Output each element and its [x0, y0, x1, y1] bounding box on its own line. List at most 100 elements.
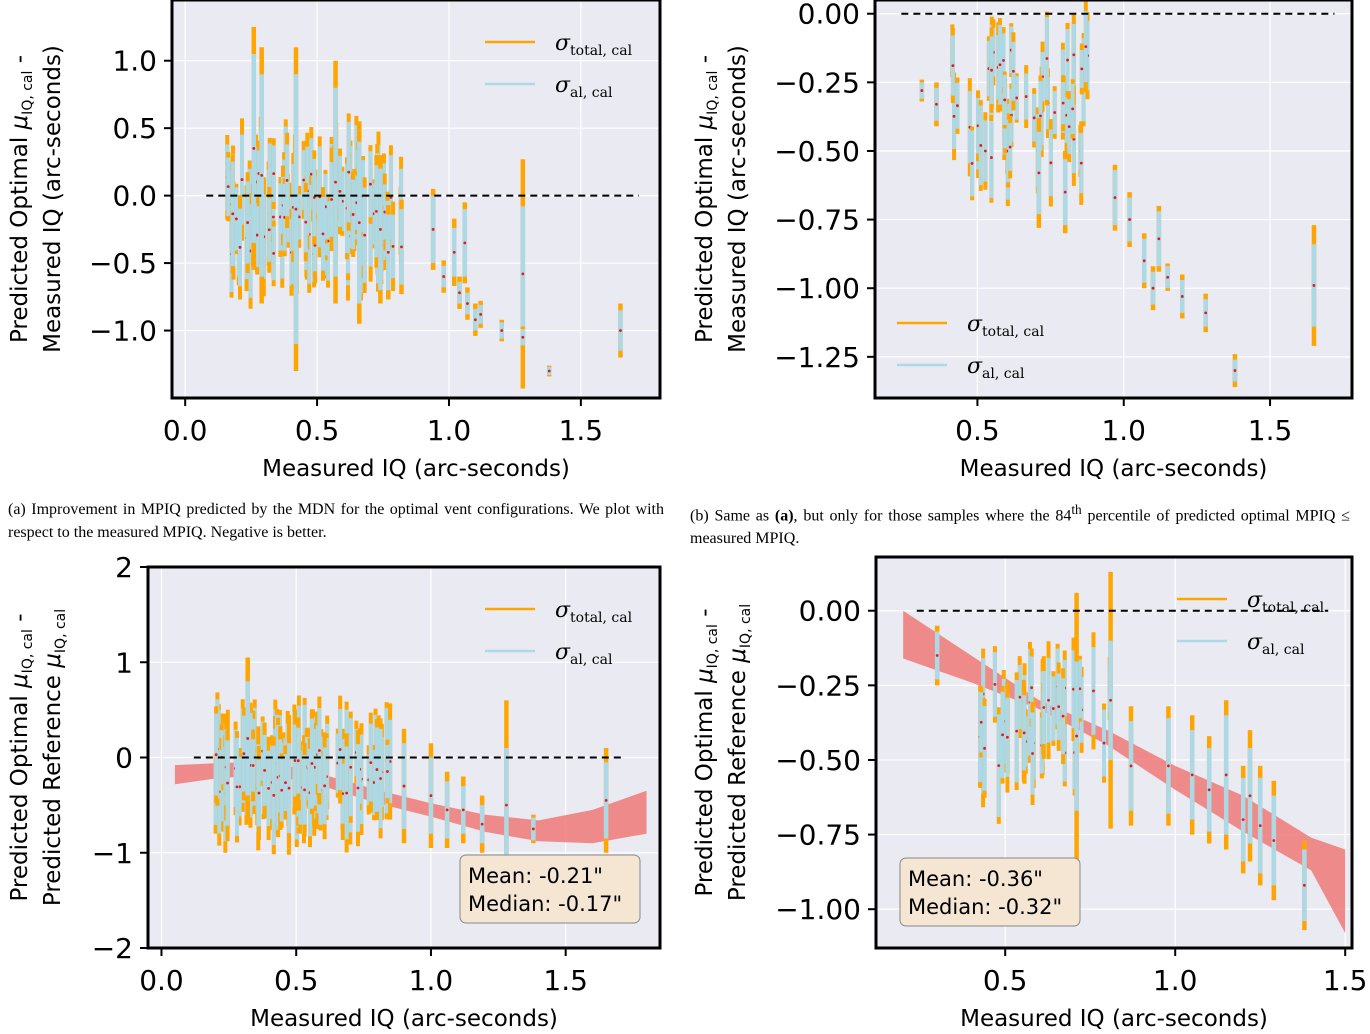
prediction-point: [1047, 698, 1050, 702]
y-tick-label: −1.0: [89, 315, 157, 348]
x-tick-label: 1.0: [1153, 964, 1198, 997]
y-tick-label: 1.0: [112, 45, 157, 78]
prediction-point: [285, 178, 289, 182]
panel-d: 0.5 1.0 1.5 0.00 −0.25 −0.50 −0.75 −1.00 Measure…: [685, 555, 1370, 1034]
prediction-point: [1006, 735, 1009, 739]
prediction-point: [304, 220, 308, 224]
prediction-point: [280, 788, 284, 792]
prediction-point: [547, 369, 551, 373]
prediction-point: [1079, 161, 1083, 165]
prediction-point: [1057, 705, 1061, 709]
prediction-point: [214, 753, 218, 756]
prediction-point: [1151, 286, 1155, 290]
y-axis-label: Predicted Optimal μIQ, cal -: [692, 55, 721, 343]
prediction-point: [379, 777, 382, 780]
prediction-point: [619, 329, 622, 332]
prediction-point: [302, 178, 306, 182]
prediction-point: [1071, 107, 1075, 111]
prediction-point: [297, 215, 301, 219]
prediction-point: [1248, 794, 1252, 798]
prediction-point: [309, 172, 313, 176]
caption-b-mid: , but only for those samples where the 8…: [793, 507, 1072, 525]
prediction-point: [604, 798, 608, 802]
caption-b-post: percentile of predicted optimal MPIQ ≤ m…: [690, 507, 1351, 548]
prediction-point: [979, 144, 983, 147]
prediction-point: [1066, 58, 1069, 62]
prediction-point: [1051, 707, 1055, 710]
y-tick-label: −1.25: [774, 341, 860, 374]
prediction-point: [1012, 69, 1015, 73]
prediction-point: [240, 178, 244, 181]
chart-b: 0.5 1.0 1.5 0.00 −0.25 −0.50 −0.75 −1.00 −1.25 Me…: [692, 0, 1354, 482]
prediction-point: [1053, 111, 1057, 114]
y-axis-label: Predicted Reference μIQ, cal: [40, 609, 69, 906]
panel-a: 0.0 0.5 1.0 1.5 1.0 0.5 0.0 −0.5 −1.0 Measured IQ…: [0, 0, 685, 490]
prediction-point: [461, 808, 465, 812]
y-tick-label: −1.00: [775, 893, 861, 926]
caption-b: (b) Same as (a), but only for those samp…: [690, 498, 1350, 550]
prediction-point: [1037, 171, 1041, 175]
prediction-point: [363, 233, 367, 237]
prediction-point: [349, 765, 353, 769]
prediction-point: [1204, 311, 1208, 315]
y-axis-label: Predicted Reference μIQ, cal: [725, 604, 754, 901]
prediction-point: [1008, 145, 1012, 149]
legend-label: σal, cal: [555, 73, 613, 101]
x-axis-label: Measured IQ (arc-seconds): [960, 456, 1268, 482]
y-tick-label: 0.00: [799, 595, 861, 628]
prediction-point: [1080, 67, 1084, 71]
legend-label: σal, cal: [967, 354, 1025, 382]
prediction-point: [246, 221, 250, 224]
x-tick-label: 1.5: [1323, 964, 1368, 997]
prediction-point: [386, 250, 390, 254]
legend-label: σtotal, cal: [1247, 588, 1325, 616]
prediction-point: [951, 64, 955, 68]
prediction-point: [303, 788, 306, 792]
prediction-point: [983, 149, 987, 153]
prediction-point: [313, 765, 317, 769]
prediction-point: [521, 335, 525, 339]
legend-label: σtotal, cal: [555, 31, 633, 59]
prediction-point: [1166, 275, 1170, 279]
prediction-point: [1241, 818, 1245, 822]
y-tick-label: −0.25: [774, 66, 860, 99]
x-axis-label: Measured IQ (arc-seconds): [262, 456, 570, 482]
prediction-point: [255, 233, 259, 237]
prediction-point: [1049, 161, 1053, 165]
prediction-point: [1233, 369, 1237, 372]
prediction-point: [979, 720, 983, 724]
x-tick-label: 0.5: [955, 414, 1000, 447]
prediction-point: [956, 104, 959, 108]
prediction-point: [1109, 698, 1112, 702]
prediction-point: [1072, 53, 1076, 57]
prediction-point: [372, 781, 376, 784]
prediction-point: [458, 291, 461, 295]
prediction-point: [993, 683, 997, 686]
prediction-point: [246, 737, 250, 740]
prediction-point: [1258, 824, 1262, 828]
prediction-point: [1001, 733, 1004, 737]
prediction-point: [1084, 45, 1088, 49]
prediction-point: [1018, 695, 1022, 699]
x-tick-label: 0.5: [983, 964, 1028, 997]
fit-confidence-band: [174, 761, 647, 844]
prediction-point: [480, 822, 484, 826]
prediction-point: [990, 68, 993, 72]
x-tick-label: 0.5: [274, 964, 319, 997]
prediction-point: [1015, 96, 1019, 100]
y-tick-label: 2: [115, 551, 133, 584]
y-axis-label: Measured IQ (arc-seconds): [725, 45, 751, 353]
prediction-point: [1032, 116, 1036, 120]
prediction-point: [272, 251, 276, 255]
prediction-point: [338, 748, 342, 751]
prediction-point: [479, 312, 483, 316]
prediction-point: [531, 827, 535, 831]
prediction-point: [1063, 190, 1067, 194]
stats-median: Median: -0.17": [468, 892, 622, 916]
prediction-point: [1072, 687, 1075, 691]
prediction-point: [431, 227, 435, 231]
prediction-point: [1180, 295, 1184, 298]
prediction-point: [998, 63, 1002, 67]
prediction-point: [293, 759, 297, 762]
legend-label: σal, cal: [1247, 630, 1305, 658]
